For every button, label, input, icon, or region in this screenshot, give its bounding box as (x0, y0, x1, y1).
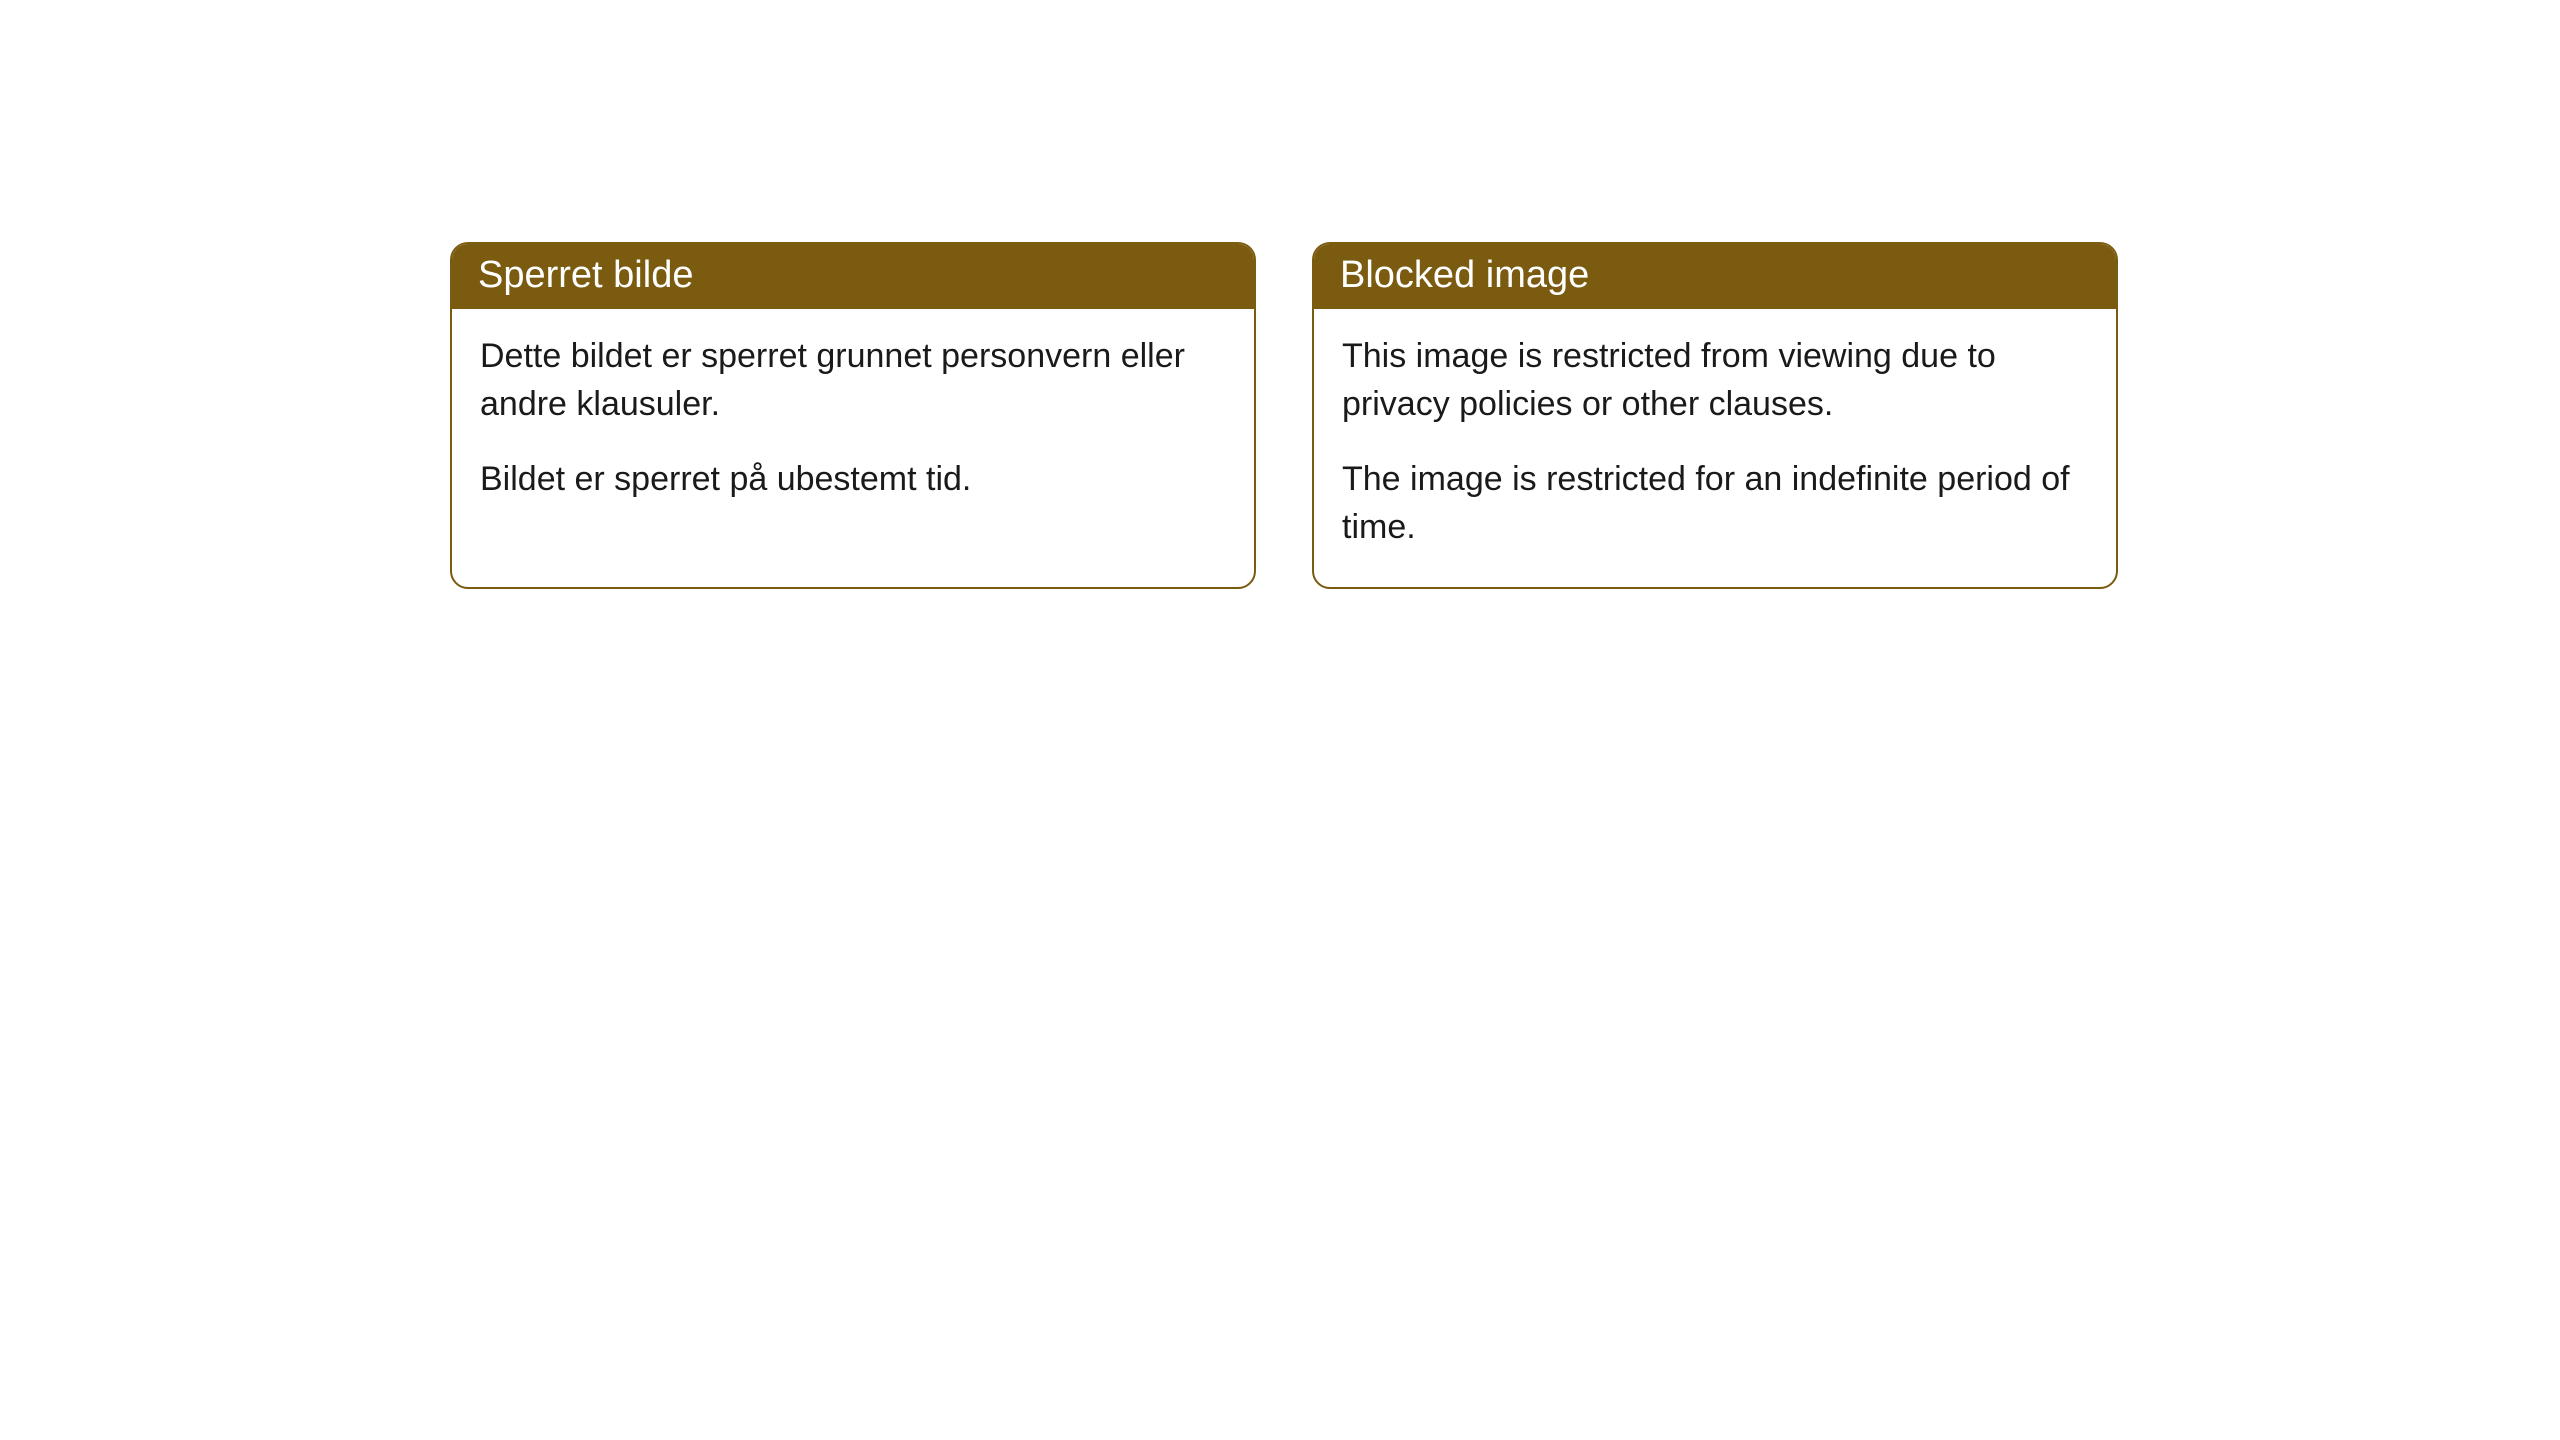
card-paragraph: Bildet er sperret på ubestemt tid. (480, 456, 1226, 504)
notice-card-english: Blocked image This image is restricted f… (1312, 242, 2118, 589)
card-body: Dette bildet er sperret grunnet personve… (452, 309, 1254, 540)
card-paragraph: The image is restricted for an indefinit… (1342, 456, 2088, 551)
card-header: Blocked image (1314, 244, 2116, 309)
notice-cards-container: Sperret bilde Dette bildet er sperret gr… (0, 0, 2560, 589)
card-header: Sperret bilde (452, 244, 1254, 309)
card-body: This image is restricted from viewing du… (1314, 309, 2116, 587)
card-paragraph: Dette bildet er sperret grunnet personve… (480, 333, 1226, 428)
notice-card-norwegian: Sperret bilde Dette bildet er sperret gr… (450, 242, 1256, 589)
card-paragraph: This image is restricted from viewing du… (1342, 333, 2088, 428)
